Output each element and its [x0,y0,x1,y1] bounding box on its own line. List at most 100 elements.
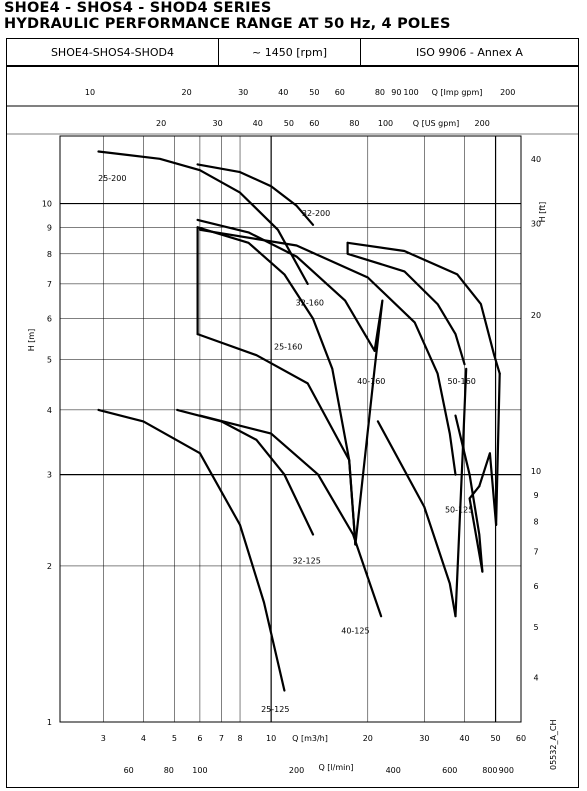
us-gpm-tick-label: 80 [349,119,359,128]
h-ft-tick-label: 5 [533,623,538,632]
y-axis-label: H [m] [27,329,36,352]
us-gpm-tick-label: 60 [309,119,319,128]
series-label-25-125: 25-125 [261,705,289,714]
chart-title: SHOE4 - SHOS4 - SHOD4 SERIES [4,0,272,16]
imp-gpm-axis-label: Q [Imp gpm] [432,88,483,97]
h-ft-tick-label: 9 [533,491,538,500]
imp-gpm-tick-label: 60 [335,88,345,97]
h-ft-axis-label: H [ft] [538,202,547,223]
us-gpm-tick-label: 20 [156,119,166,128]
pump-curve-40-125 [198,414,383,618]
pump-curve-50-160 [495,372,501,526]
us-gpm-tick-label: 50 [284,119,294,128]
pump-curve-25-160 [196,333,357,546]
pump-curve-25-200 [97,150,309,285]
l-min-tick-label: 200 [289,766,304,775]
y-tick-label: 8 [47,250,52,259]
l-min-tick-label: 100 [192,766,207,775]
h-ft-tick-label: 10 [531,467,541,476]
series-label-50-125: 50-125 [445,505,473,514]
standard-cell: ISO 9906 - Annex A [416,45,523,59]
pump-curve-32-200 [196,163,315,226]
model-cell: SHOE4-SHOS4-SHOD4 [7,39,219,65]
x-tick-label: 40 [459,734,469,743]
series-label-25-200: 25-200 [98,174,126,183]
x-tick-label: 8 [237,734,242,743]
x-tick-label: 3 [101,734,106,743]
l-min-tick-label: 800 [482,766,497,775]
h-ft-tick-label: 20 [531,311,541,320]
series-label-50-160: 50-160 [447,377,475,386]
pump-curve-32-125 [176,408,315,536]
l-min-tick-label: 400 [386,766,401,775]
series-label-32-160: 32-160 [296,298,324,307]
y-tick-label: 6 [47,315,52,324]
h-ft-tick-label: 8 [533,517,538,526]
pump-curve-40-160 [198,228,457,476]
us-gpm-axis-label: Q [US gpm] [413,119,460,128]
l-min-tick-label: 600 [442,766,457,775]
y-tick-label: 1 [47,718,52,727]
imp-gpm-tick-label: 40 [278,88,288,97]
plot-area [59,135,522,723]
x-tick-label: 5 [172,734,177,743]
us-gpm-tick-label: 40 [253,119,263,128]
x-tick-label: 10 [266,734,276,743]
us-gpm-tick-label: 100 [378,119,393,128]
series-label-25-160: 25-160 [274,343,302,352]
us-gpm-tick-label: 200 [475,119,490,128]
y-tick-label: 2 [47,562,52,571]
pump-curve-50-125 [468,485,484,573]
x-tick-label: 4 [141,734,146,743]
x-tick-label: 20 [363,734,373,743]
pump-curve-40-160 [346,241,466,366]
us-gpm-tick-label: 30 [213,119,223,128]
imp-gpm-tick-label: 80 [375,88,385,97]
pump-curve-50-160 [346,241,501,375]
pump-curve-40-160 [454,367,468,618]
h-ft-tick-label: 7 [533,547,538,556]
x-tick-label: 30 [419,734,429,743]
series-label-40-160: 40-160 [357,377,385,386]
imp-gpm-tick-label: 50 [309,88,319,97]
h-ft-tick-label: 30 [531,220,541,229]
speed-cell: ~ 1450 [rpm] [219,39,361,65]
imp-gpm-tick-label: 200 [500,88,515,97]
pump-curve-50-125 [478,452,498,526]
h-ft-tick-label: 40 [531,155,541,164]
pump-curve-25-125 [97,408,286,692]
imp-gpm-tick-label: 90 [391,88,401,97]
pump-curve-32-160 [354,299,384,546]
imp-gpm-tick-label: 30 [238,88,248,97]
drawing-code: 05532_A_CH [549,719,558,770]
l-min-tick-label: 80 [164,766,174,775]
l-min-tick-label: 60 [124,766,134,775]
chart-subtitle: HYDRAULIC PERFORMANCE RANGE AT 50 Hz, 4 … [4,16,451,32]
pump-curve-40-160 [376,420,457,618]
l-min-tick-label: 900 [499,766,514,775]
x-tick-label: 50 [490,734,500,743]
pump-curve-32-160 [196,218,376,352]
h-ft-tick-label: 6 [533,582,538,591]
series-label-32-200: 32-200 [302,209,330,218]
spec-bar: SHOE4-SHOS4-SHOD4 ~ 1450 [rpm] ISO 9906 … [6,38,579,66]
h-ft-tick-label: 4 [533,673,538,682]
chart-frame [6,66,579,788]
x-tick-label: 6 [197,734,202,743]
y-tick-label: 4 [47,406,52,415]
series-label-32-125: 32-125 [292,556,320,565]
x-tick-label: 7 [219,734,224,743]
y-tick-label: 7 [47,280,52,289]
imp-gpm-tick-label: 20 [182,88,192,97]
x-axis-label: Q [m3/h] [292,734,328,743]
series-label-40-125: 40-125 [341,627,369,636]
l-min-axis-label: Q [l/min] [318,763,353,772]
imp-gpm-tick-label: 10 [85,88,95,97]
x-tick-label: 60 [516,734,526,743]
y-tick-label: 10 [42,200,52,209]
y-tick-label: 3 [47,471,52,480]
imp-gpm-tick-label: 100 [403,88,418,97]
y-tick-label: 9 [47,223,52,232]
pump-curve-50-125 [454,414,484,573]
